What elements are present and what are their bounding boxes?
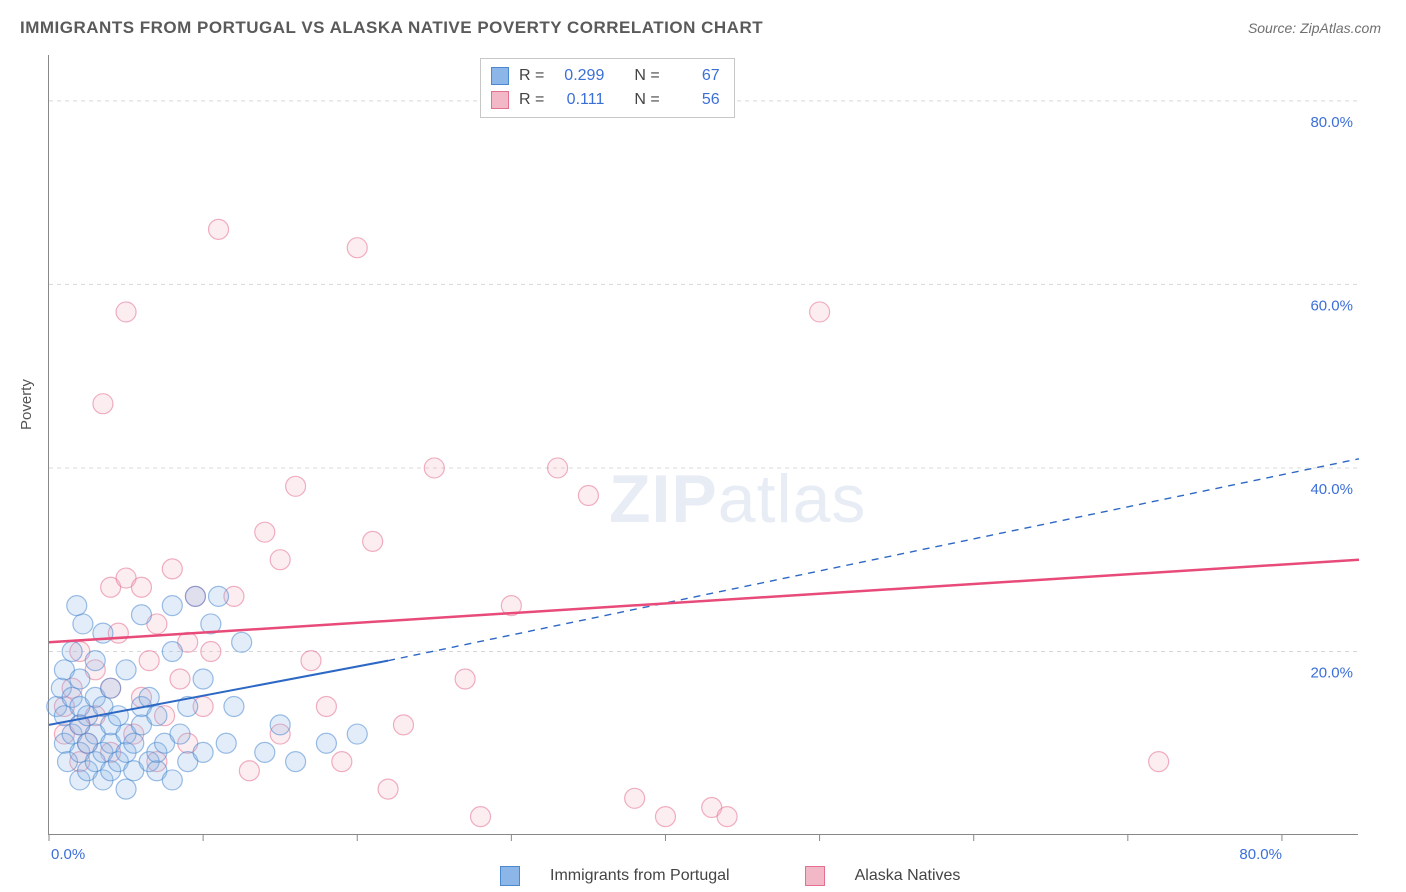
- n-value-portugal: 67: [670, 64, 720, 88]
- swatch-alaska-icon: [491, 91, 509, 109]
- y-axis-label: Poverty: [18, 379, 35, 430]
- svg-text:0.0%: 0.0%: [51, 846, 85, 863]
- legend-label-alaska: Alaska Natives: [855, 867, 961, 885]
- stats-row-portugal: R = 0.299 N = 67: [491, 64, 720, 88]
- legend-swatch-portugal-icon: [500, 866, 520, 886]
- r-label: R =: [519, 88, 544, 112]
- n-label: N =: [634, 88, 659, 112]
- svg-text:40.0%: 40.0%: [1310, 481, 1353, 498]
- correlation-stats-box: R = 0.299 N = 67 R = 0.111 N = 56: [480, 58, 735, 118]
- swatch-portugal-icon: [491, 67, 509, 85]
- source-attribution: Source: ZipAtlas.com: [1248, 20, 1381, 36]
- r-value-alaska: 0.111: [554, 88, 604, 112]
- r-value-portugal: 0.299: [554, 64, 604, 88]
- svg-text:80.0%: 80.0%: [1310, 114, 1353, 131]
- svg-text:20.0%: 20.0%: [1310, 664, 1353, 681]
- plot-area: 20.0%40.0%60.0%80.0%0.0%80.0% ZIPatlas: [48, 55, 1358, 835]
- n-value-alaska: 56: [670, 88, 720, 112]
- n-label: N =: [634, 64, 659, 88]
- svg-text:60.0%: 60.0%: [1310, 297, 1353, 314]
- legend-swatch-alaska-icon: [805, 866, 825, 886]
- r-label: R =: [519, 64, 544, 88]
- scatter-chart: 20.0%40.0%60.0%80.0%0.0%80.0%: [49, 55, 1359, 835]
- chart-title: IMMIGRANTS FROM PORTUGAL VS ALASKA NATIV…: [20, 18, 763, 38]
- bottom-legend: Immigrants from Portugal Alaska Natives: [500, 866, 960, 886]
- legend-label-portugal: Immigrants from Portugal: [550, 867, 730, 885]
- stats-row-alaska: R = 0.111 N = 56: [491, 88, 720, 112]
- svg-text:80.0%: 80.0%: [1239, 846, 1282, 863]
